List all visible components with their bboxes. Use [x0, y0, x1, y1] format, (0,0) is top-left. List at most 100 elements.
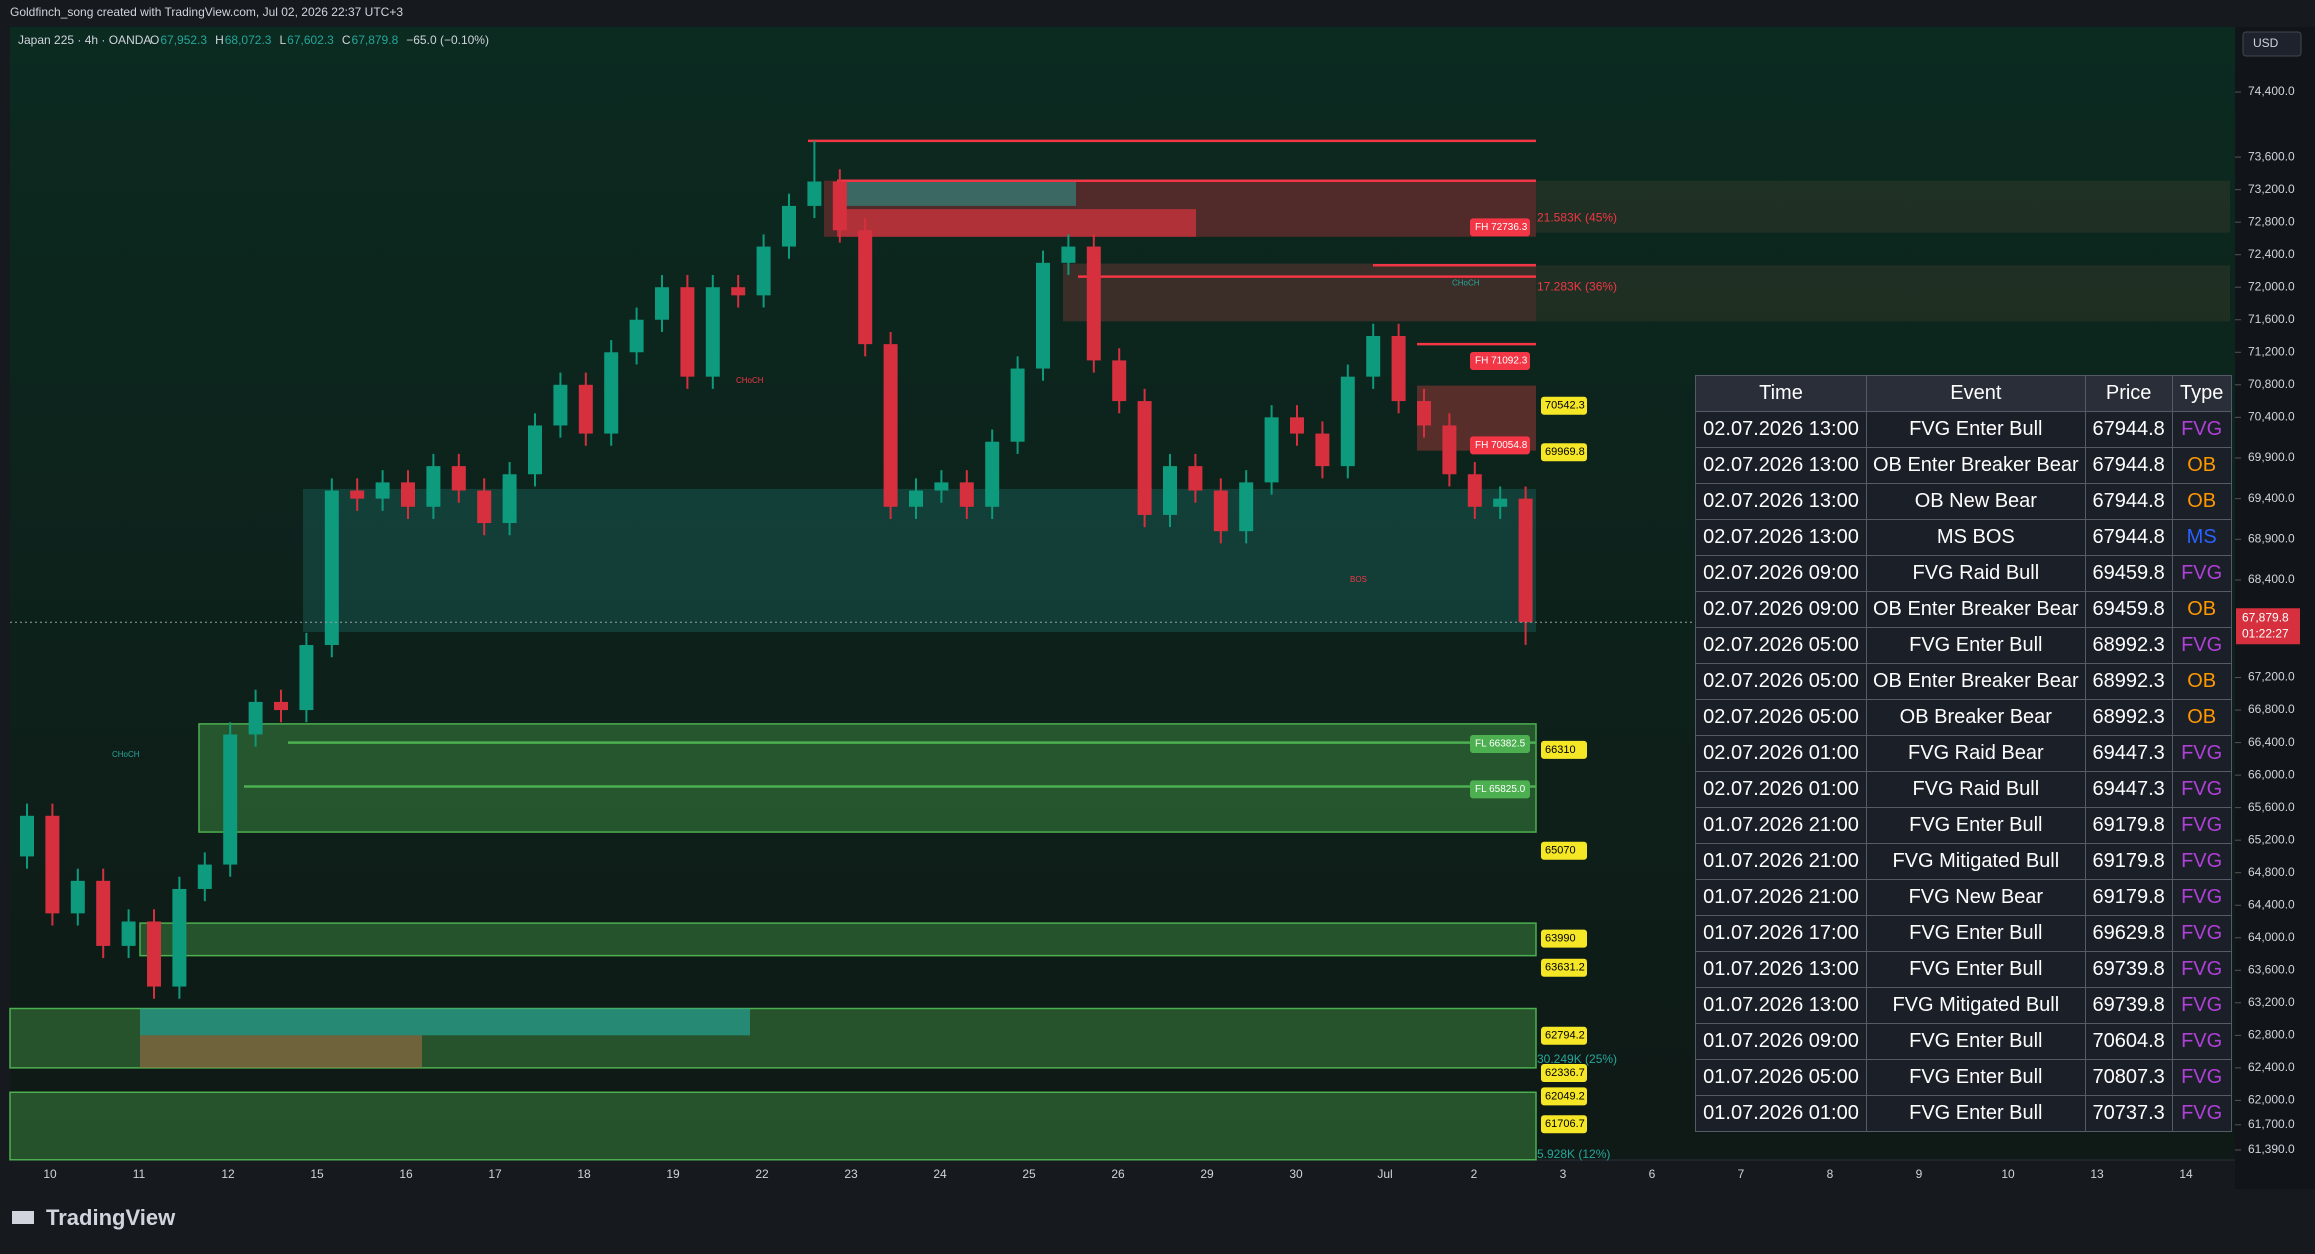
annotation: CHoCH [112, 750, 140, 759]
candle-body [70, 880, 85, 914]
candle-body [680, 287, 695, 377]
candle-body [832, 181, 847, 231]
x-tick-label: 7 [1738, 1167, 1745, 1181]
table-cell: FVG [2171, 627, 2232, 664]
table-cell: OB New Bear [1866, 483, 2086, 520]
price-tag: 62336.7 [1545, 1067, 1585, 1079]
table-row: 02.07.2026 05:00 OB Enter Breaker Bear 689… [1695, 663, 2232, 700]
candle-body [248, 701, 263, 735]
credit: Goldfinch_song created with TradingView.… [10, 5, 403, 19]
ohlc-item: L [279, 33, 286, 47]
candle-body [858, 230, 873, 345]
x-tick-label: 23 [844, 1167, 858, 1181]
table-cell: OB Enter Breaker Bear [1866, 591, 2086, 628]
candle-body [985, 441, 1000, 507]
ohlc-item: 67,602.3 [287, 33, 334, 47]
y-tick-label: 73,200.0 [2248, 182, 2295, 196]
x-tick-label: 15 [310, 1167, 324, 1181]
price-tag-box [1541, 396, 1587, 415]
currency[interactable]: USD [2253, 36, 2279, 50]
candle-body [909, 490, 923, 507]
event-table: Time Event Price Type 02.07.2026 13:00 FVG En… [1695, 375, 2232, 1132]
candle-body [1366, 336, 1381, 377]
table-row: 01.07.2026 21:00 FVG New Bear 69179.8 FVG [1695, 879, 2232, 916]
table-cell: FVG [2171, 951, 2232, 988]
level-tag-box [1470, 436, 1530, 455]
level-tag-box [1470, 352, 1530, 371]
column-header: Event [1866, 375, 2086, 412]
price-tag-box [1541, 1115, 1587, 1134]
candle-body [1086, 246, 1101, 361]
y-tick-label: 68,900.0 [2248, 531, 2295, 545]
table-cell: 69629.8 [2084, 915, 2173, 952]
level-tag: FH 70054.8 [1475, 440, 1528, 451]
table-cell: 02.07.2026 05:00 [1695, 663, 1867, 700]
y-tick-label: 61,700.0 [2248, 1117, 2295, 1131]
x-tick-label: 22 [755, 1167, 769, 1181]
candle-body [45, 815, 60, 914]
table-row: 01.07.2026 05:00 FVG Enter Bull 70807.3 FVG [1695, 1059, 2232, 1096]
table-cell: 02.07.2026 01:00 [1695, 771, 1867, 808]
table-row: 01.07.2026 17:00 FVG Enter Bull 69629.8 FVG [1695, 915, 2232, 952]
price-tag-box [1541, 1064, 1587, 1083]
y-tick-label: 72,400.0 [2248, 247, 2295, 261]
y-tick-label: 72,000.0 [2248, 279, 2295, 293]
price-tag: 70542.3 [1545, 400, 1585, 412]
candle-body [1467, 474, 1482, 507]
candle-body [1036, 262, 1050, 369]
x-tick-label: 30 [1289, 1167, 1303, 1181]
candle-body [502, 474, 517, 524]
zone [837, 180, 1076, 206]
table-cell: 02.07.2026 09:00 [1695, 591, 1867, 628]
x-tick-label: 16 [399, 1167, 413, 1181]
table-cell: 01.07.2026 13:00 [1695, 951, 1867, 988]
y-tick-label: 70,800.0 [2248, 377, 2295, 391]
table-cell: OB [2171, 591, 2232, 628]
y-tick-label: 64,800.0 [2248, 865, 2295, 879]
candle-body [197, 864, 212, 889]
price-tag-box [1541, 1087, 1587, 1106]
table-cell: FVG [2171, 411, 2232, 448]
y-tick-label: 69,900.0 [2248, 450, 2295, 464]
y-tick-label: 74,400.0 [2248, 84, 2295, 98]
table-cell: FVG Raid Bear [1866, 735, 2086, 772]
annotation: CHoCH [1452, 278, 1480, 287]
table-body: 02.07.2026 13:00 FVG Enter Bull 67944.8 FVG… [1695, 411, 2232, 1132]
logo: TradingView [12, 1205, 176, 1230]
annotation: BOS [1350, 575, 1367, 584]
y-tick-label: 62,000.0 [2248, 1093, 2295, 1107]
candle-body [223, 734, 238, 865]
table-row: 01.07.2026 13:00 FVG Mitigated Bull 69739.… [1695, 987, 2232, 1024]
x-tick-label: 14 [2179, 1167, 2193, 1181]
zone [837, 209, 1196, 237]
x-tick-label: 19 [666, 1167, 680, 1181]
table-cell: 01.07.2026 21:00 [1695, 807, 1867, 844]
table-cell: 02.07.2026 05:00 [1695, 627, 1867, 664]
table-cell: FVG Enter Bull [1866, 915, 2086, 952]
x-tick-label: 12 [221, 1167, 235, 1181]
level-tag-box [1470, 218, 1530, 237]
table-cell: FVG [2171, 1023, 2232, 1060]
table-cell: 01.07.2026 01:00 [1695, 1095, 1867, 1132]
ohlc-item: O [150, 33, 159, 47]
x-tick-label: 18 [577, 1167, 591, 1181]
candle-body [1290, 417, 1304, 434]
table-cell: 68992.3 [2084, 663, 2173, 700]
table-cell: OB Breaker Bear [1866, 699, 2086, 736]
zone [140, 1008, 750, 1036]
candle-body [1213, 490, 1228, 532]
table-cell: MS BOS [1866, 519, 2086, 556]
table-cell: 68992.3 [2084, 627, 2173, 664]
table-cell: FVG [2171, 735, 2232, 772]
table-cell: OB [2171, 663, 2232, 700]
currency-button[interactable] [2242, 31, 2302, 57]
candle-body [375, 482, 390, 499]
candle-body [299, 645, 314, 711]
table-cell: OB [2171, 483, 2232, 520]
table-cell: MS [2171, 519, 2232, 556]
y-tick-label: 69,400.0 [2248, 491, 2295, 505]
table-cell: 70604.8 [2084, 1023, 2173, 1060]
table-row: 02.07.2026 13:00 FVG Enter Bull 67944.8 FVG [1695, 411, 2232, 448]
x-tick-label: 6 [1649, 1167, 1656, 1181]
table-cell: 69447.3 [2084, 735, 2173, 772]
